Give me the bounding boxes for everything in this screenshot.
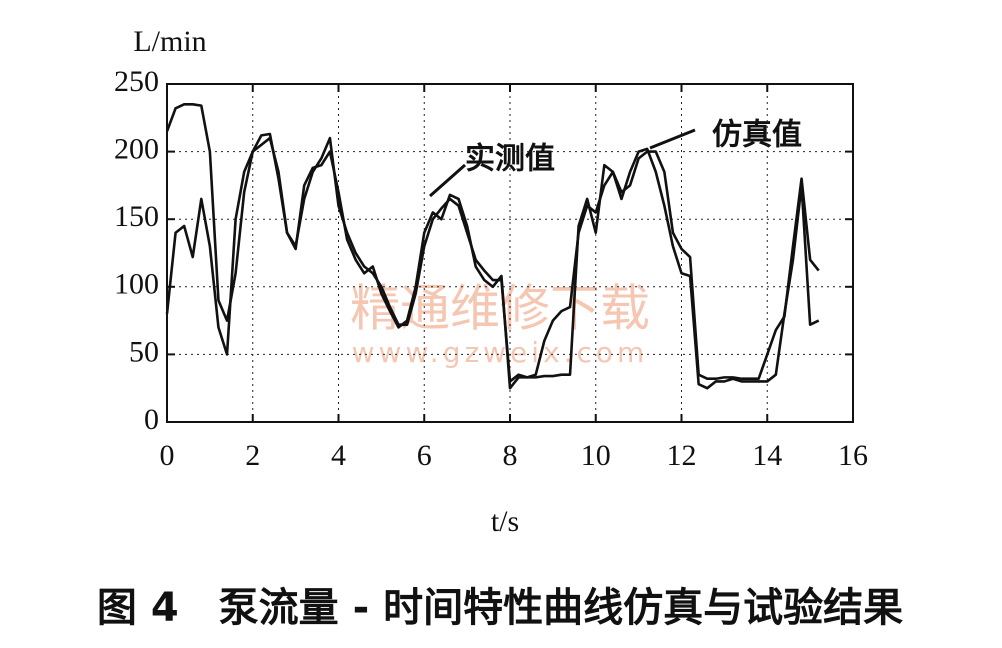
watermark-url: www.gzweix.com <box>352 336 649 369</box>
annotation-leader <box>649 128 696 150</box>
x-tick-label: 12 <box>667 439 697 472</box>
y-tick-label: 250 <box>114 65 159 98</box>
watermark-text: 精通维修下载 <box>350 280 650 338</box>
x-tick-label: 2 <box>245 439 260 472</box>
y-tick-label: 0 <box>144 403 159 436</box>
y-tick-label: 200 <box>114 132 159 165</box>
x-tick-label: 8 <box>503 439 518 472</box>
x-tick-label: 6 <box>417 439 432 472</box>
x-tick-label: 16 <box>838 439 868 472</box>
annotation: 仿真值 <box>712 118 802 153</box>
y-tick-label: 50 <box>129 335 159 368</box>
data-line <box>165 136 820 390</box>
plot-frame <box>166 83 854 423</box>
annotation-leader <box>429 163 466 198</box>
x-tick-label: 4 <box>331 439 346 472</box>
y-tick-label: 100 <box>114 268 159 301</box>
caption: 图 4 泵流量 - 时间特性曲线仿真与试验结果 <box>97 585 903 631</box>
x-tick-label: 10 <box>581 439 611 472</box>
x-tick-label: 14 <box>752 439 782 472</box>
watermark: 精通维修下载 www.gzweix.com <box>350 280 650 370</box>
annotation: 实测值 <box>465 142 555 177</box>
y-tick-label: 150 <box>114 200 159 233</box>
x-tick-label: 0 <box>160 439 175 472</box>
y-axis-label: L/min <box>133 25 206 58</box>
x-axis-label: t/s <box>491 505 519 538</box>
